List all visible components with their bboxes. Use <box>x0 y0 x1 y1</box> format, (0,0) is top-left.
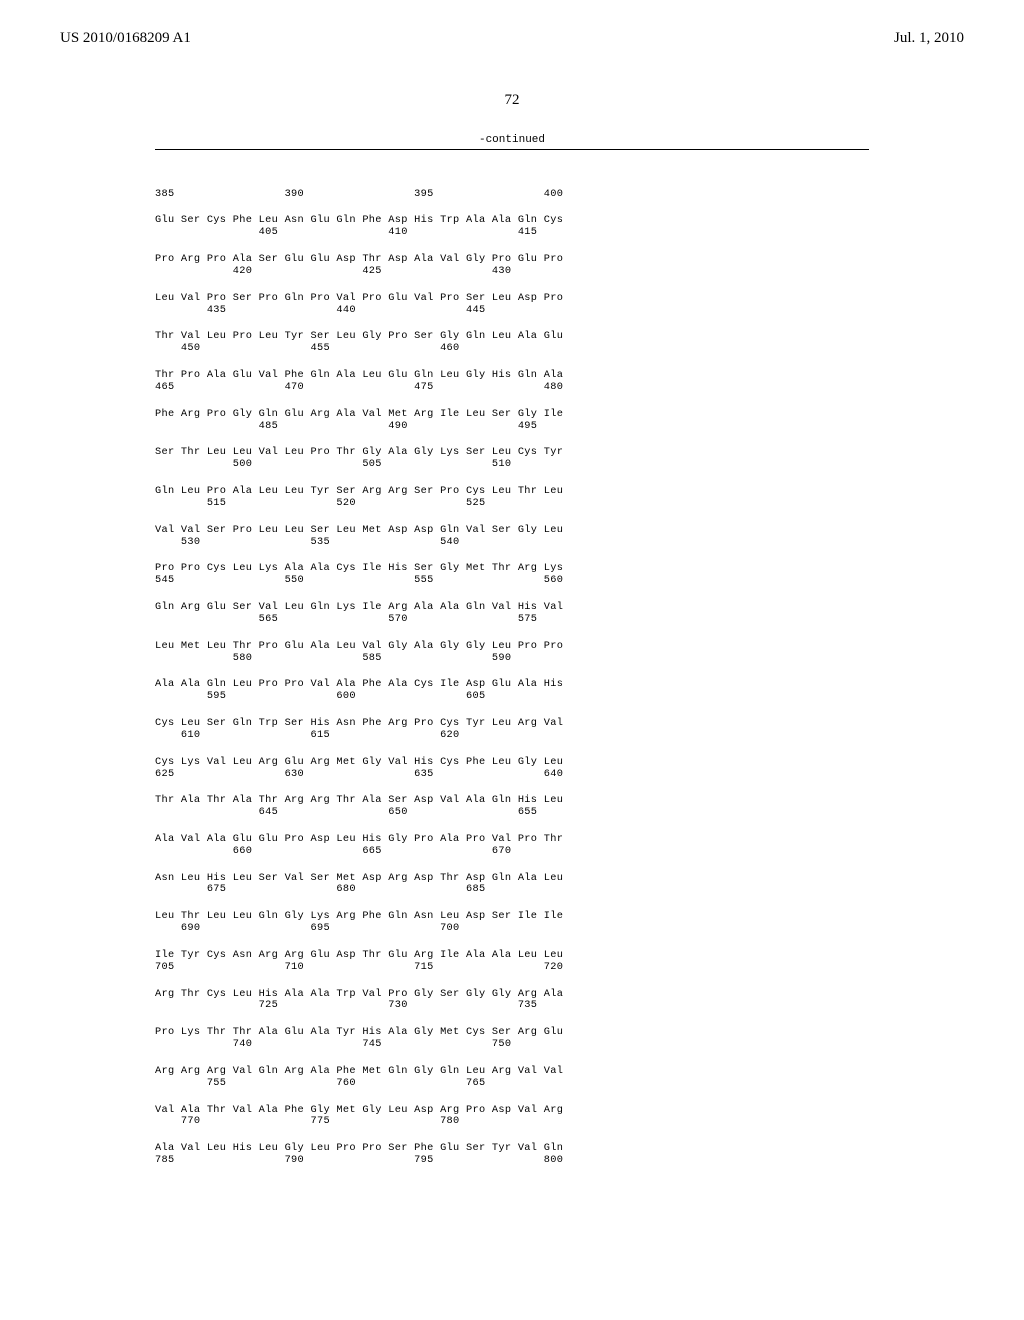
sequence-block: Phe Arg Pro Gly Gln Glu Arg Ala Val Met … <box>155 409 869 433</box>
sequence-block: Ala Val Leu His Leu Gly Leu Pro Pro Ser … <box>155 1143 869 1167</box>
sequence-block: Arg Arg Arg Val Gln Arg Ala Phe Met Gln … <box>155 1066 869 1090</box>
sequence-block: Val Ala Thr Val Ala Phe Gly Met Gly Leu … <box>155 1105 869 1129</box>
sequence-block: Ile Tyr Cys Asn Arg Arg Glu Asp Thr Glu … <box>155 950 869 974</box>
publication-number: US 2010/0168209 A1 <box>60 30 191 47</box>
continued-label: -continued <box>0 134 1024 146</box>
section-divider <box>155 149 869 150</box>
sequence-block: Thr Ala Thr Ala Thr Arg Arg Thr Ala Ser … <box>155 795 869 819</box>
page-header: US 2010/0168209 A1 Jul. 1, 2010 <box>0 0 1024 57</box>
sequence-block: Pro Lys Thr Thr Ala Glu Ala Tyr His Ala … <box>155 1027 869 1051</box>
sequence-block: Glu Ser Cys Phe Leu Asn Glu Gln Phe Asp … <box>155 215 869 239</box>
sequence-block: Val Val Ser Pro Leu Leu Ser Leu Met Asp … <box>155 525 869 549</box>
sequence-block: Ala Val Ala Glu Glu Pro Asp Leu His Gly … <box>155 834 869 858</box>
sequence-block: Leu Val Pro Ser Pro Gln Pro Val Pro Glu … <box>155 293 869 317</box>
sequence-block: Thr Pro Ala Glu Val Phe Gln Ala Leu Glu … <box>155 370 869 394</box>
sequence-block: Leu Met Leu Thr Pro Glu Ala Leu Val Gly … <box>155 641 869 665</box>
sequence-block: Gln Leu Pro Ala Leu Leu Tyr Ser Arg Arg … <box>155 486 869 510</box>
sequence-block: Cys Leu Ser Gln Trp Ser His Asn Phe Arg … <box>155 718 869 742</box>
sequence-block: Asn Leu His Leu Ser Val Ser Met Asp Arg … <box>155 873 869 897</box>
sequence-listing: 385 390 395 400 Glu Ser Cys Phe Leu Asn G… <box>0 165 1024 1194</box>
sequence-block: Arg Thr Cys Leu His Ala Ala Trp Val Pro … <box>155 989 869 1013</box>
publication-date: Jul. 1, 2010 <box>894 30 964 47</box>
sequence-block: Thr Val Leu Pro Leu Tyr Ser Leu Gly Pro … <box>155 331 869 355</box>
sequence-block: 385 390 395 400 <box>155 189 869 201</box>
sequence-block: Ala Ala Gln Leu Pro Pro Val Ala Phe Ala … <box>155 679 869 703</box>
page-number: 72 <box>0 92 1024 109</box>
sequence-block: Cys Lys Val Leu Arg Glu Arg Met Gly Val … <box>155 757 869 781</box>
sequence-block: Pro Arg Pro Ala Ser Glu Glu Asp Thr Asp … <box>155 254 869 278</box>
sequence-block: Gln Arg Glu Ser Val Leu Gln Lys Ile Arg … <box>155 602 869 626</box>
sequence-block: Leu Thr Leu Leu Gln Gly Lys Arg Phe Gln … <box>155 911 869 935</box>
sequence-block: Pro Pro Cys Leu Lys Ala Ala Cys Ile His … <box>155 563 869 587</box>
sequence-block: Ser Thr Leu Leu Val Leu Pro Thr Gly Ala … <box>155 447 869 471</box>
